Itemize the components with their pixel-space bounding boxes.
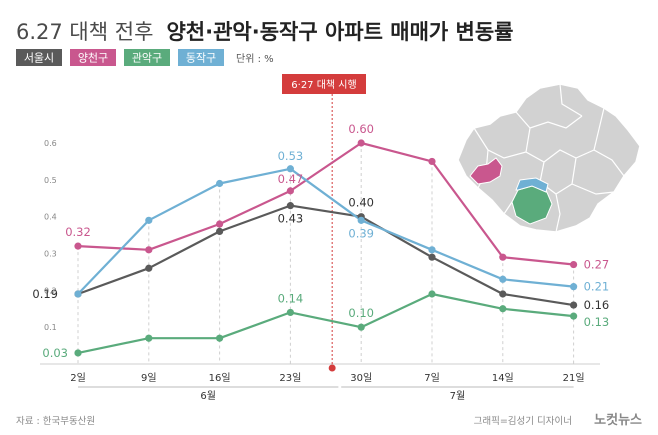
x-tick-label: 9일 bbox=[141, 372, 157, 384]
data-point-yangcheon bbox=[145, 246, 153, 254]
month-label-july: 7월 bbox=[450, 390, 466, 402]
data-label-gwanak: 0.10 bbox=[348, 306, 374, 320]
data-point-seoul bbox=[570, 301, 578, 309]
y-tick-label: 0.5 bbox=[44, 176, 57, 185]
title-prefix: 6.27 대책 전후 bbox=[16, 20, 153, 44]
chart-title: 양천·관악·동작구 아파트 매매가 변동률 bbox=[166, 20, 513, 44]
series-line-dongjak bbox=[77, 167, 574, 295]
legend-label-yangcheon: 양천구 bbox=[78, 51, 108, 65]
seoul-district-map bbox=[457, 83, 641, 233]
data-point-dongjak bbox=[357, 216, 365, 224]
data-point-yangcheon bbox=[428, 157, 436, 166]
data-label-seoul: 0.16 bbox=[584, 298, 610, 312]
data-point-gwanak bbox=[74, 349, 82, 357]
legend-swatch-gwanak bbox=[124, 49, 170, 66]
data-point-yangcheon bbox=[357, 139, 365, 147]
data-point-yangcheon bbox=[216, 220, 224, 228]
data-label-yangcheon: 0.60 bbox=[348, 122, 374, 136]
data-label-seoul: 0.19 bbox=[32, 287, 58, 301]
x-tick-label: 21일 bbox=[563, 372, 585, 384]
data-label-dongjak: 0.39 bbox=[348, 226, 374, 240]
y-tick-label: 0.1 bbox=[44, 323, 57, 332]
data-point-dongjak bbox=[286, 165, 294, 173]
legend-swatch-seoul bbox=[16, 49, 62, 66]
y-tick-label: 0.3 bbox=[44, 250, 57, 259]
data-point-seoul bbox=[145, 264, 153, 272]
series-lines bbox=[77, 141, 574, 354]
data-point-gwanak bbox=[145, 334, 153, 342]
data-point-gwanak bbox=[357, 323, 365, 331]
axes: 0.1 0.2 0.3 0.4 0.5 0.6 2일 9일 16일 23일 30일 7일 14일 21일 6… bbox=[40, 139, 600, 402]
svg-text:6.27 대책 전후 양천·관악·동작구 아파트 매: 6.27 대책 전후 양천·관악·동작구 아파트 매매가 변동률 bbox=[16, 20, 514, 44]
legend: 서울시 양천구 관악구 동작구 bbox=[16, 49, 224, 66]
data-point-dongjak bbox=[499, 275, 507, 283]
y-tick-label: 0.4 bbox=[44, 213, 57, 222]
data-point-gwanak bbox=[216, 334, 224, 342]
data-point-dongjak bbox=[74, 290, 82, 298]
data-point-seoul bbox=[286, 202, 294, 210]
data-point-gwanak bbox=[428, 290, 436, 298]
data-labels: 0.19 0.43 0.40 0.16 0.32 0.47 0.60 0.27 0.03 0.14… bbox=[32, 122, 609, 360]
data-point-dongjak bbox=[428, 246, 436, 254]
data-point-yangcheon bbox=[286, 187, 294, 195]
data-point-gwanak bbox=[499, 305, 507, 313]
data-point-dongjak bbox=[570, 283, 578, 291]
data-label-dongjak: 0.53 bbox=[278, 149, 304, 163]
data-point-seoul bbox=[216, 227, 224, 235]
data-label-yangcheon: 0.27 bbox=[584, 258, 610, 272]
source-text: 자료 : 한국부동산원 bbox=[16, 416, 95, 427]
x-tick-label: 16일 bbox=[209, 372, 231, 384]
month-label-june: 6월 bbox=[200, 390, 216, 402]
y-tick-label: 0.2 bbox=[44, 286, 57, 295]
data-label-yangcheon: 0.32 bbox=[65, 225, 91, 239]
data-point-seoul bbox=[428, 253, 436, 261]
x-tick-label: 23일 bbox=[279, 372, 301, 384]
policy-label-box bbox=[282, 74, 366, 94]
legend-label-gwanak: 관악구 bbox=[132, 52, 162, 65]
data-label-gwanak: 0.13 bbox=[584, 315, 610, 329]
data-label-seoul: 0.40 bbox=[348, 196, 374, 210]
data-label-yangcheon: 0.47 bbox=[278, 172, 304, 186]
data-label-dongjak: 0.21 bbox=[584, 280, 610, 294]
legend-label-dongjak: 동작구 bbox=[186, 52, 216, 65]
x-tick-label: 30일 bbox=[350, 372, 372, 384]
legend-swatch-dongjak bbox=[178, 49, 224, 66]
credit-text: 그래픽=김성기 디자이너 bbox=[474, 415, 572, 427]
x-tick-label: 7일 bbox=[424, 372, 440, 384]
legend-swatch-yangcheon bbox=[70, 49, 116, 66]
data-label-gwanak: 0.14 bbox=[278, 291, 304, 305]
x-tick-label: 2일 bbox=[70, 372, 86, 384]
brand-logo: 노컷뉴스 bbox=[594, 412, 642, 428]
series-line-seoul bbox=[77, 204, 574, 307]
data-point-yangcheon bbox=[74, 242, 82, 250]
data-label-seoul: 0.43 bbox=[278, 212, 304, 226]
data-point-seoul bbox=[499, 290, 507, 298]
series-line-yangcheon bbox=[77, 141, 574, 266]
series-line-gwanak bbox=[77, 292, 574, 354]
legend-label-seoul: 서울시 bbox=[24, 52, 54, 65]
series-points bbox=[74, 139, 578, 357]
data-point-yangcheon bbox=[499, 253, 507, 261]
yangcheon-district bbox=[469, 157, 503, 185]
policy-label: 6·27 대책 시행 bbox=[291, 79, 356, 91]
data-point-gwanak bbox=[570, 312, 578, 320]
data-point-yangcheon bbox=[570, 260, 578, 269]
dongjak-district bbox=[515, 177, 549, 193]
data-point-gwanak bbox=[286, 308, 294, 317]
policy-event-marker bbox=[328, 364, 336, 372]
x-tick-label: 14일 bbox=[492, 372, 514, 384]
data-label-gwanak: 0.03 bbox=[42, 346, 68, 360]
data-point-dongjak bbox=[216, 179, 224, 188]
data-point-dongjak bbox=[145, 216, 153, 224]
y-tick-label: 0.6 bbox=[44, 139, 57, 148]
unit-label: 단위 : % bbox=[236, 52, 274, 65]
